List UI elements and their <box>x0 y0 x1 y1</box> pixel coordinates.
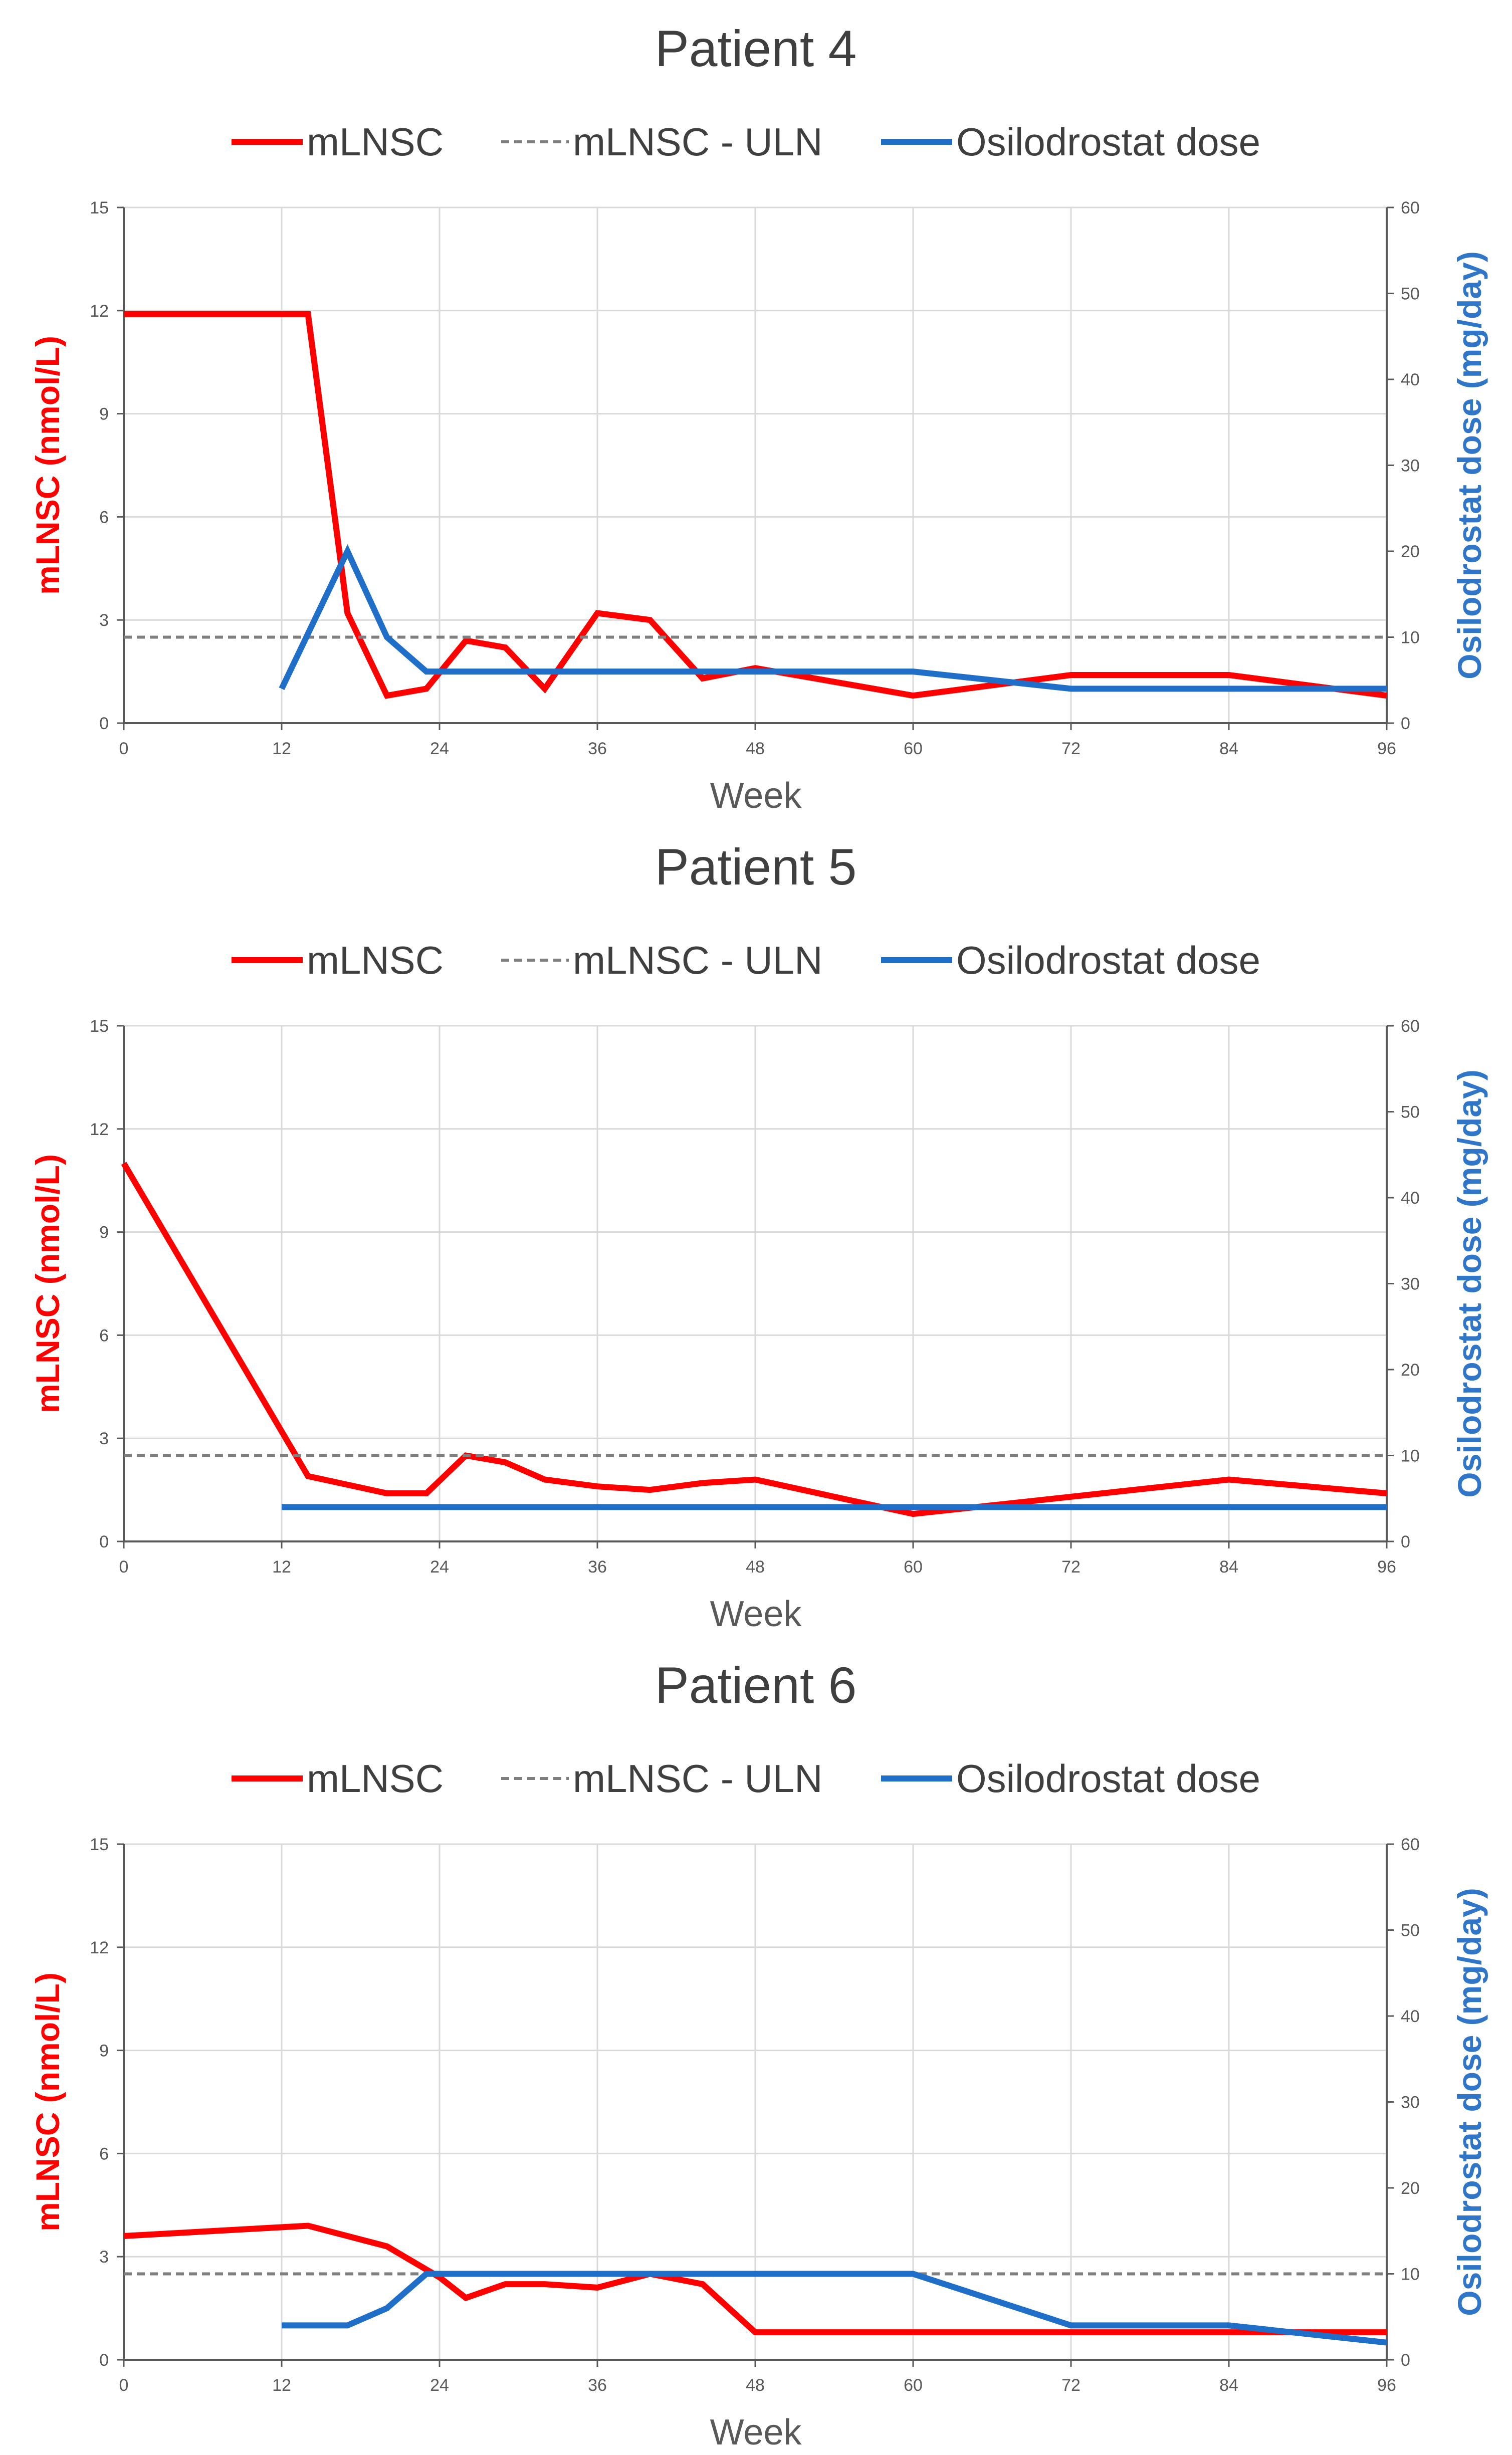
x-tick-label: 48 <box>746 739 765 758</box>
chart-title: Patient 6 <box>655 1657 857 1714</box>
chart-title: Patient 5 <box>655 838 857 896</box>
x-axis-label: Week <box>710 1594 802 1634</box>
y2-tick-label: 50 <box>1401 1921 1420 1940</box>
y2-tick-label: 0 <box>1401 2351 1410 2370</box>
x-tick-label: 96 <box>1377 739 1396 758</box>
right-y-axis-label: Osilodrostat dose (mg/day) <box>1451 1888 1488 2316</box>
y-tick-label: 15 <box>90 1835 109 1854</box>
chart-panel-patient-5: Patient 5 mLNSC mLNSC - ULN Osilodrostat do… <box>29 838 1488 1634</box>
y2-tick-label: 30 <box>1401 2093 1420 2112</box>
x-tick-label: 12 <box>272 739 291 758</box>
x-tick-label: 48 <box>746 1557 765 1577</box>
y-tick-label: 3 <box>99 2248 109 2267</box>
x-tick-label: 12 <box>272 2376 291 2395</box>
right-y-axis-label: Osilodrostat dose (mg/day) <box>1451 251 1488 679</box>
y-tick-label: 6 <box>99 508 109 527</box>
x-tick-label: 24 <box>430 2376 449 2395</box>
y2-tick-label: 0 <box>1401 714 1410 733</box>
x-tick-label: 36 <box>588 2376 607 2395</box>
y-tick-label: 12 <box>90 302 109 321</box>
y2-tick-label: 0 <box>1401 1532 1410 1551</box>
y-tick-label: 9 <box>99 1223 109 1242</box>
x-tick-label: 0 <box>119 1557 129 1577</box>
x-axis-label: Week <box>710 2412 802 2452</box>
y-tick-label: 15 <box>90 198 109 217</box>
x-tick-label: 72 <box>1061 2376 1081 2395</box>
y-tick-label: 9 <box>99 405 109 424</box>
y2-tick-label: 10 <box>1401 2265 1420 2284</box>
x-tick-label: 60 <box>904 2376 923 2395</box>
left-y-axis-label: mLNSC (nmol/L) <box>29 336 66 595</box>
y-tick-label: 0 <box>99 2351 109 2370</box>
y2-tick-label: 30 <box>1401 457 1420 476</box>
x-tick-label: 48 <box>746 2376 765 2395</box>
legend-uln-label: mLNSC - ULN <box>573 120 822 164</box>
x-tick-label: 24 <box>430 739 449 758</box>
y2-tick-label: 60 <box>1401 1017 1420 1036</box>
x-tick-label: 72 <box>1061 739 1081 758</box>
mlnsc-series-line <box>123 2222 1387 2336</box>
x-tick-label: 72 <box>1061 1557 1081 1577</box>
osilodrostat-dose-series-line <box>279 544 1387 692</box>
mlnsc-series-line <box>124 311 1387 699</box>
y2-tick-label: 60 <box>1401 198 1420 217</box>
x-axis-label: Week <box>710 776 802 816</box>
y2-tick-label: 20 <box>1401 2179 1420 2198</box>
mlnsc-series-line <box>121 1162 1387 1517</box>
chart-panel-patient-6: Patient 6 mLNSC mLNSC - ULN Osilodrostat do… <box>29 1657 1488 2452</box>
y2-tick-label: 20 <box>1401 542 1420 561</box>
legend-dose-label: Osilodrostat dose <box>956 1756 1260 1801</box>
y2-tick-label: 50 <box>1401 1103 1420 1122</box>
y-tick-label: 0 <box>99 714 109 733</box>
y2-tick-label: 40 <box>1401 1189 1420 1208</box>
chart-panel-patient-4: Patient 4 mLNSC mLNSC - ULN Osilodrostat do… <box>29 20 1488 816</box>
y2-tick-label: 60 <box>1401 1835 1420 1854</box>
y-tick-label: 3 <box>99 1429 109 1448</box>
legend-uln-label: mLNSC - ULN <box>573 1756 822 1801</box>
legend-mlnsc-label: mLNSC <box>307 938 444 982</box>
y2-tick-label: 40 <box>1401 370 1420 389</box>
y-tick-label: 6 <box>99 2144 109 2163</box>
x-tick-label: 84 <box>1219 2376 1238 2395</box>
x-tick-label: 0 <box>119 739 129 758</box>
legend-mlnsc-label: mLNSC <box>307 120 444 164</box>
y2-tick-label: 50 <box>1401 285 1420 304</box>
x-tick-label: 96 <box>1377 1557 1396 1577</box>
x-tick-label: 36 <box>588 739 607 758</box>
y-tick-label: 3 <box>99 611 109 630</box>
chart-title: Patient 4 <box>655 20 857 77</box>
left-y-axis-label: mLNSC (nmol/L) <box>29 1972 66 2231</box>
legend-mlnsc-label: mLNSC <box>307 1756 444 1801</box>
legend-dose-label: Osilodrostat dose <box>956 938 1260 982</box>
x-tick-label: 12 <box>272 1557 291 1577</box>
left-y-axis-label: mLNSC (nmol/L) <box>29 1154 66 1413</box>
y2-tick-label: 30 <box>1401 1275 1420 1294</box>
y2-tick-label: 40 <box>1401 2007 1420 2026</box>
x-tick-label: 24 <box>430 1557 449 1577</box>
y2-tick-label: 20 <box>1401 1361 1420 1380</box>
x-tick-label: 84 <box>1219 1557 1238 1577</box>
x-tick-label: 96 <box>1377 2376 1396 2395</box>
x-tick-label: 60 <box>904 1557 923 1577</box>
x-tick-label: 84 <box>1219 739 1238 758</box>
osilodrostat-dose-series-line <box>282 2271 1387 2346</box>
legend-uln-label: mLNSC - ULN <box>573 938 822 982</box>
y2-tick-label: 10 <box>1401 628 1420 647</box>
y-tick-label: 15 <box>90 1017 109 1036</box>
y-tick-label: 12 <box>90 1938 109 1957</box>
y-tick-label: 0 <box>99 1532 109 1551</box>
x-tick-label: 0 <box>119 2376 129 2395</box>
y-tick-label: 6 <box>99 1326 109 1345</box>
x-tick-label: 60 <box>904 739 923 758</box>
right-y-axis-label: Osilodrostat dose (mg/day) <box>1451 1069 1488 1497</box>
y-tick-label: 12 <box>90 1120 109 1139</box>
x-tick-label: 36 <box>588 1557 607 1577</box>
legend-dose-label: Osilodrostat dose <box>956 120 1260 164</box>
y-tick-label: 9 <box>99 2042 109 2061</box>
y2-tick-label: 10 <box>1401 1447 1420 1466</box>
